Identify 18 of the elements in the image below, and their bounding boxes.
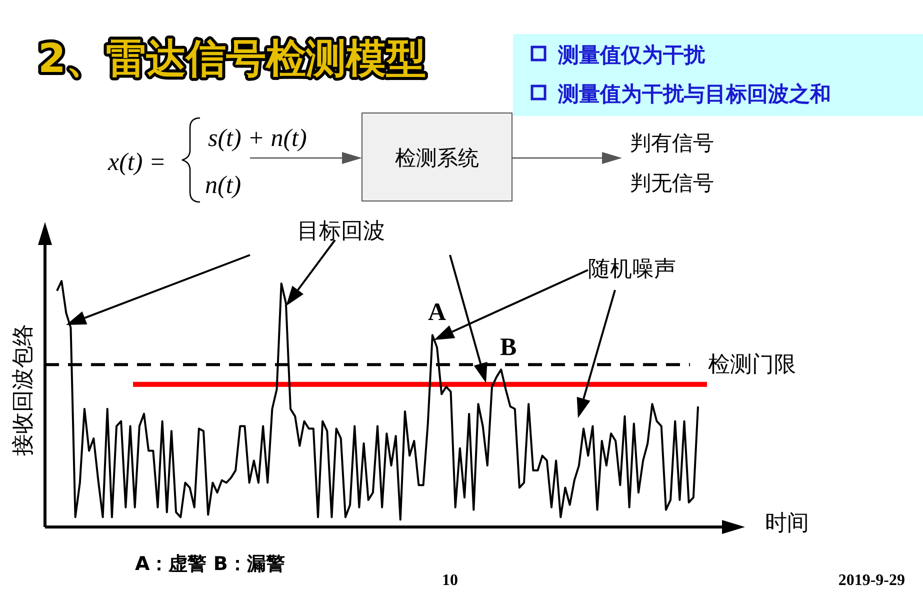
annotation: 判有信号: [630, 131, 714, 155]
annotation: 2019-9-29: [838, 572, 905, 589]
annotation: 随机噪声: [588, 257, 676, 282]
annotation: A: [428, 299, 446, 326]
xlabel: 时间: [765, 511, 809, 536]
annotation: n(t): [205, 172, 242, 199]
ylabel: 接收回波包络: [11, 324, 36, 456]
annotation: 目标回波: [297, 219, 385, 244]
annotation: x(t) =: [108, 149, 166, 176]
annotation: 10: [442, 572, 458, 589]
annotation: 测量值仅为干扰: [558, 43, 705, 67]
annotation: A：虚警 B：漏警: [135, 553, 285, 575]
annotation: s(t) + n(t): [208, 125, 307, 152]
annotation: 测量值为干扰与目标回波之和: [558, 82, 831, 106]
annotation: B: [500, 334, 517, 361]
title: 2、雷达信号检测模型: [38, 36, 426, 82]
annotation: 判无信号: [630, 171, 714, 195]
annotation: 检测系统: [395, 146, 479, 170]
